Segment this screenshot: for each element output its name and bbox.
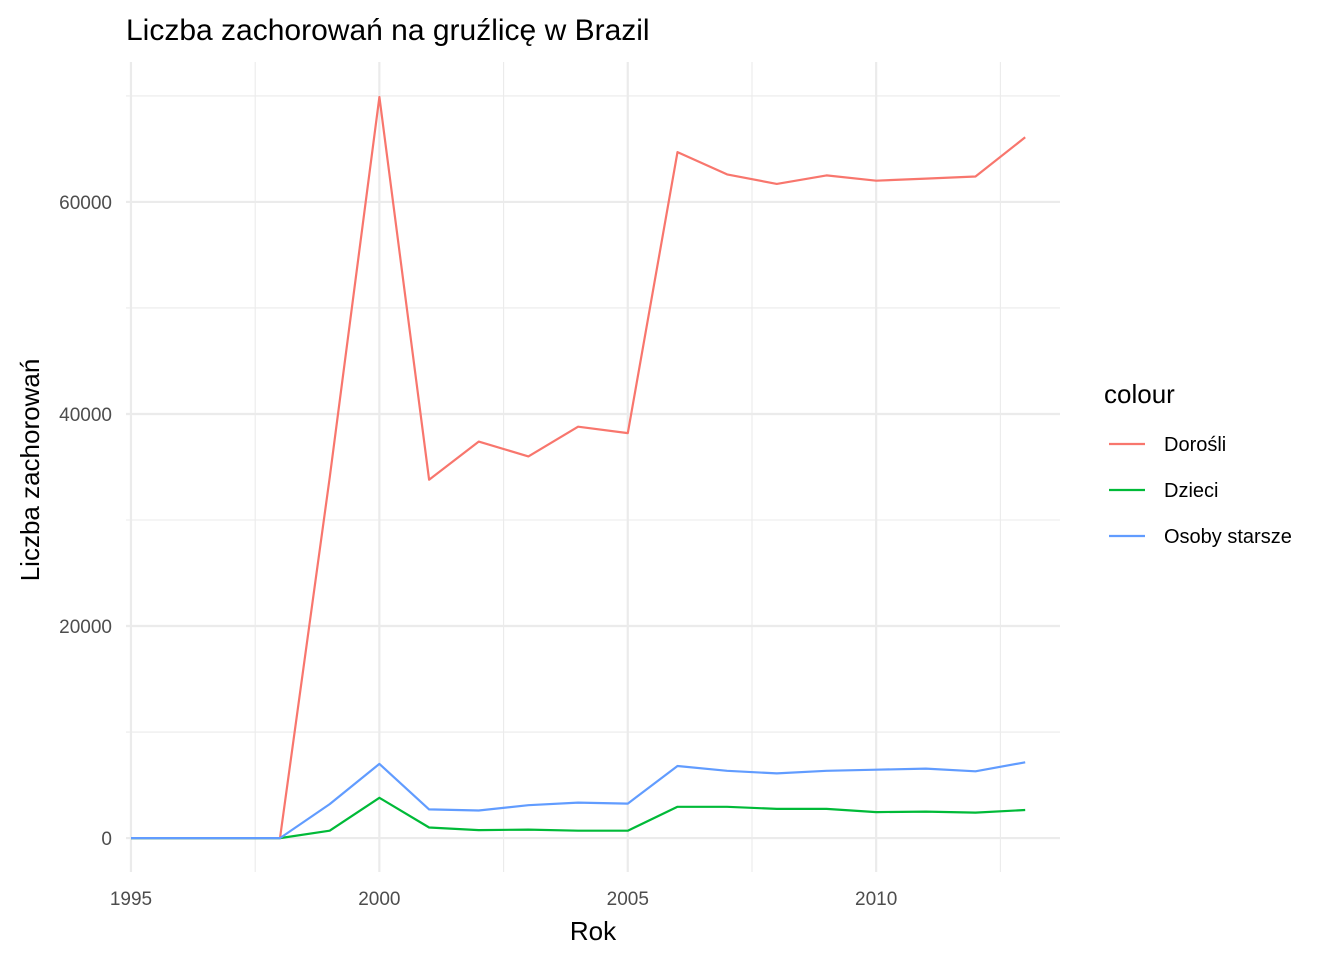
chart-title: Liczba zachorowań na gruźlicę w Brazil xyxy=(126,14,650,47)
x-tick-label: 2000 xyxy=(358,889,400,910)
y-tick-label: 60000 xyxy=(59,193,112,214)
legend-label-dzieci: Dzieci xyxy=(1164,480,1218,502)
legend-label-osoby-starsze: Osoby starsze xyxy=(1164,526,1292,548)
legend-title: colour xyxy=(1104,379,1175,409)
y-tick-label: 0 xyxy=(101,829,112,850)
x-tick-label: 1995 xyxy=(110,889,152,910)
x-tick-label: 2010 xyxy=(855,889,897,910)
series-lines xyxy=(131,95,1026,840)
y-axis-title: Liczba zachorowań xyxy=(15,359,45,582)
x-tick-labels: 1995 2000 2005 2010 xyxy=(110,889,897,910)
series-line-dorośli xyxy=(131,95,1026,840)
y-tick-label: 40000 xyxy=(59,405,112,426)
legend: colour Dorośli Dzieci Osoby starsze xyxy=(1104,379,1292,548)
grid xyxy=(126,62,1060,872)
x-tick-label: 2005 xyxy=(607,889,649,910)
series-line-dzieci xyxy=(131,796,1026,840)
legend-label-dorośli: Dorośli xyxy=(1164,434,1226,456)
y-tick-label: 20000 xyxy=(59,617,112,638)
y-tick-labels: 0 20000 40000 60000 xyxy=(59,193,112,850)
series-line-osoby-starsze xyxy=(131,761,1026,840)
x-axis-title: Rok xyxy=(570,916,617,946)
